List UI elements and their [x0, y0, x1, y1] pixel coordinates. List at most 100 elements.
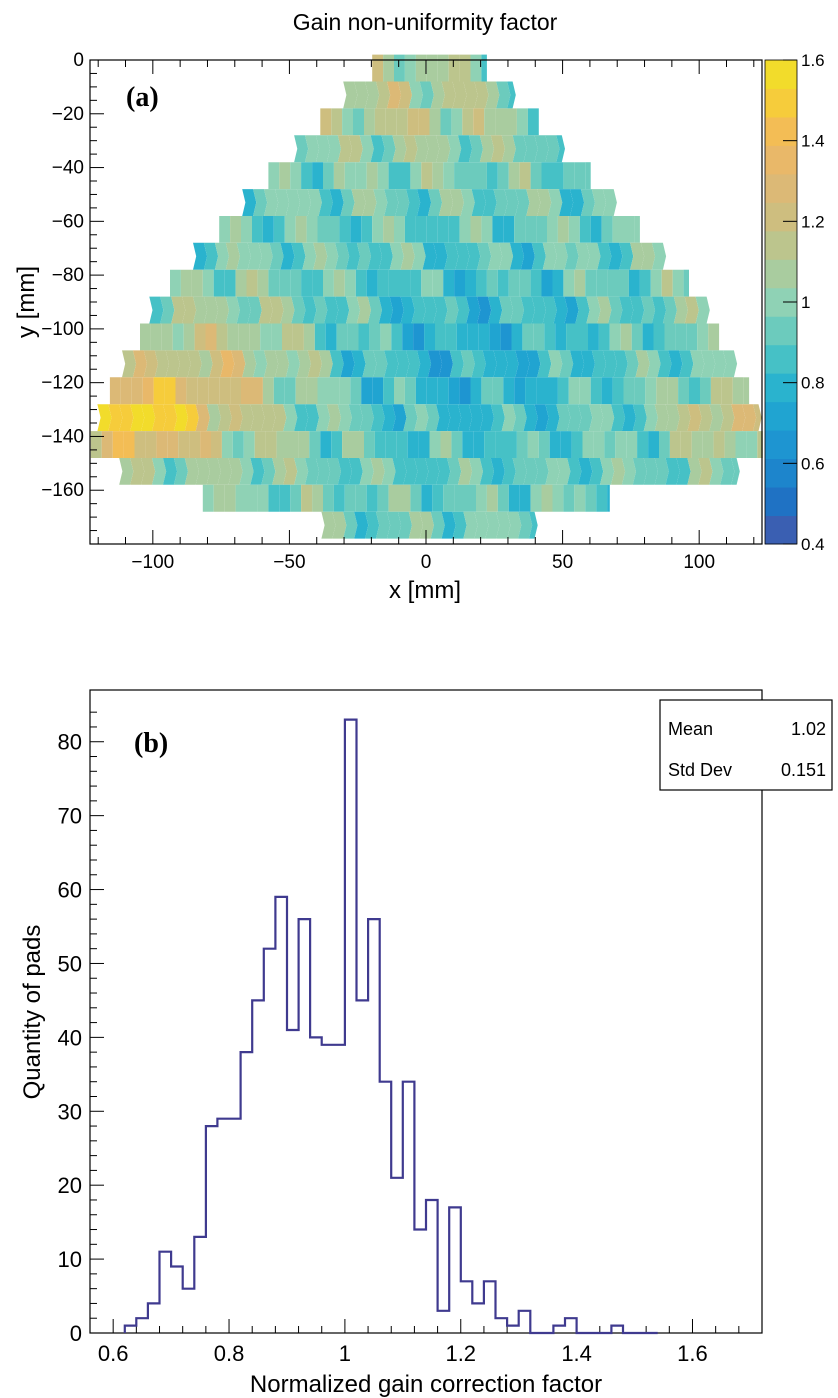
pad-cell: [367, 296, 382, 324]
y-tick-label: 0: [73, 50, 84, 71]
pad-cell: [301, 269, 313, 297]
pad-cell: [165, 350, 180, 378]
pad-cell: [406, 189, 421, 216]
pad-cell: [580, 350, 595, 378]
pad-cell: [372, 216, 384, 243]
pad-cell: [173, 404, 188, 432]
pad-cell: [676, 404, 691, 432]
pad-cell: [197, 377, 209, 405]
pad-cell: [501, 404, 516, 432]
pad-cell: [269, 242, 284, 270]
pad-cell: [337, 458, 352, 485]
pad-cell: [141, 458, 156, 485]
histogram-frame: [89, 689, 763, 1334]
y-tick-label: −160: [41, 480, 84, 501]
pad-cell: [496, 81, 511, 109]
pad-cell: [313, 242, 328, 270]
pad-cell: [261, 458, 276, 485]
pad-cell: [732, 377, 744, 405]
pad-cell: [516, 108, 528, 136]
pad-cell: [680, 431, 692, 458]
pad-cell: [523, 404, 538, 432]
pad-cell: [254, 431, 266, 458]
pad-cell: [396, 431, 408, 458]
pad-cell: [542, 242, 557, 270]
pad-cell: [473, 431, 485, 458]
pad-cell: [309, 431, 321, 458]
pad-cell: [369, 323, 381, 351]
pad-cell: [676, 458, 691, 485]
pad-cell: [268, 269, 280, 297]
pad-cell: [356, 296, 371, 324]
pad-cell: [607, 484, 610, 512]
colorbar-segment: [765, 515, 797, 545]
pad-cell: [307, 189, 322, 216]
pad-cell: [482, 350, 497, 378]
pad-cell: [669, 431, 681, 458]
pad-cell: [630, 242, 645, 270]
y-tick-label: 20: [58, 1173, 82, 1198]
pad-cell: [239, 404, 254, 432]
pad-cell: [664, 323, 676, 351]
pad-row: [242, 189, 617, 216]
pad-cell: [362, 350, 377, 378]
pad-cell: [348, 404, 363, 432]
pad-cell: [527, 108, 539, 136]
pad-cell: [377, 162, 389, 190]
colorbar-segment: [765, 60, 797, 89]
colorbar-segment: [765, 116, 797, 146]
pad-cell: [307, 350, 322, 378]
pad-cell: [462, 108, 474, 136]
pad-cell: [290, 162, 302, 190]
pad-cell: [545, 135, 560, 163]
pad-cell: [489, 323, 501, 351]
pad-cell: [141, 404, 156, 432]
pad-cell: [227, 323, 239, 351]
pad-cell: [465, 162, 476, 190]
pad-cell: [522, 323, 534, 351]
pad-cell: [238, 323, 250, 351]
pad-cell: [359, 458, 374, 485]
pad-cell: [213, 269, 225, 297]
pad-cell: [743, 377, 750, 405]
pad-cell: [337, 404, 352, 432]
pad-cell: [206, 404, 221, 432]
pad-cell: [466, 242, 481, 270]
pad-row: [140, 323, 720, 351]
pad-cell: [326, 404, 341, 432]
pad-cell: [365, 511, 380, 539]
pad-cell: [372, 54, 384, 82]
pad-cell: [590, 216, 602, 243]
pad-cell: [618, 269, 629, 297]
pad-cell: [508, 269, 520, 297]
pad-cell: [410, 484, 422, 512]
pad-cell: [302, 296, 317, 324]
pad-cell: [385, 431, 397, 458]
pad-cell: [392, 458, 407, 485]
y-tick-label: −140: [41, 426, 84, 447]
pad-cell: [312, 484, 323, 512]
pad-cell: [380, 323, 392, 351]
pad-cell: [294, 458, 309, 485]
pad-cell: [355, 269, 367, 297]
pad-cell: [470, 377, 482, 405]
pad-cell: [438, 350, 453, 378]
pad-cell: [641, 242, 656, 270]
pad-row: [149, 296, 710, 324]
colorbar-segment: [765, 373, 797, 403]
pad-cell: [202, 269, 214, 297]
pad-cell: [452, 81, 467, 109]
pad-cell: [396, 108, 408, 136]
pad-cell: [534, 135, 549, 163]
pad-cell: [531, 296, 546, 324]
pad-row: [294, 135, 565, 163]
pad-cell: [512, 404, 527, 432]
pad-cell: [387, 81, 402, 109]
pad-cell: [514, 216, 526, 243]
pad-cell: [687, 458, 702, 485]
pad-cell: [395, 189, 410, 216]
pad-cell: [422, 242, 437, 270]
pad-row: [268, 162, 591, 190]
pad-cell: [597, 296, 612, 324]
pad-cell: [275, 350, 290, 378]
